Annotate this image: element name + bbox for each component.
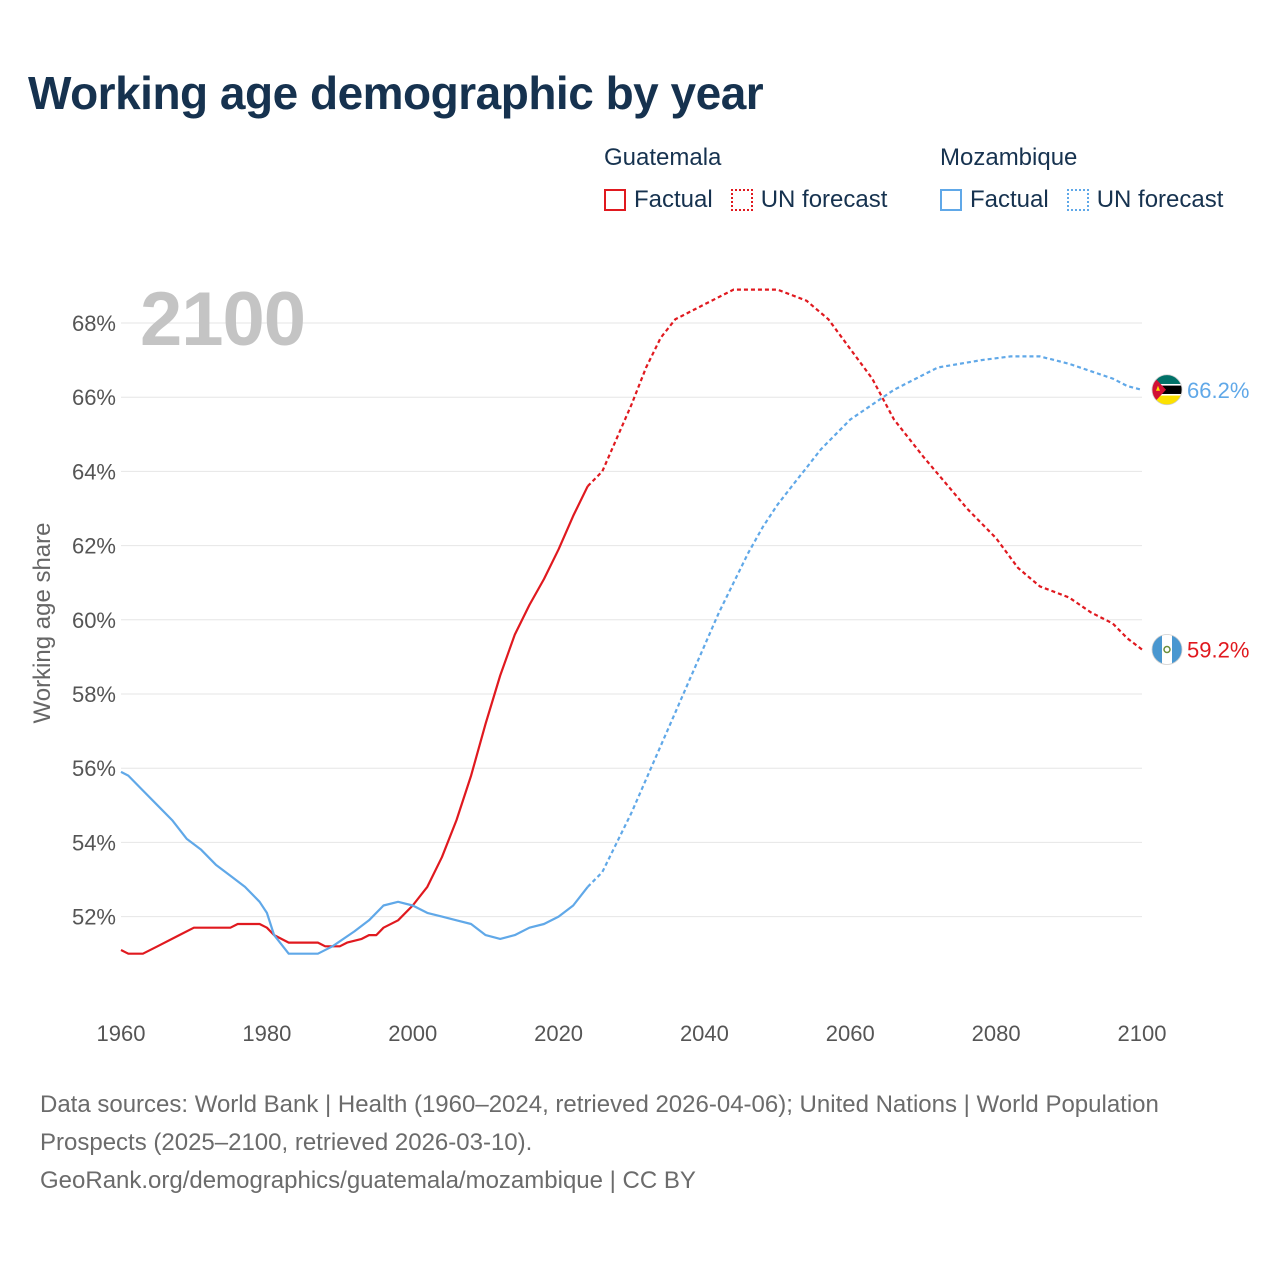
guatemala-forecast-line	[586, 288, 1143, 651]
x-tick-label: 2020	[534, 1021, 583, 1046]
end-labels: 59.2% 66.2%	[1187, 378, 1249, 663]
series-lines	[120, 288, 1143, 955]
footer-sources: Data sources: World Bank | Health (1960–…	[40, 1086, 1200, 1200]
legend-swatch-dotted	[730, 189, 753, 211]
legend-guatemala-forecast-label: UN forecast	[760, 186, 888, 213]
y-tick-label: 54%	[72, 830, 116, 855]
legend-guatemala-factual-label: Factual	[634, 186, 713, 213]
legend-mozambique-forecast[interactable]: UN forecast	[1066, 186, 1224, 214]
x-axis-ticks: 1960 1980 2000 2020 2040 2060 2080 2100	[97, 1021, 1167, 1046]
y-tick-label: 58%	[72, 682, 116, 707]
y-tick-label: 66%	[72, 385, 116, 410]
chart-title: Working age demographic by year	[28, 67, 764, 119]
legend-mozambique: Mozambique Factual UN forecast	[940, 144, 1223, 214]
x-tick-label: 1980	[242, 1021, 291, 1046]
x-tick-label: 2080	[972, 1021, 1021, 1046]
legend-guatemala-forecast[interactable]: UN forecast	[730, 186, 888, 214]
legend-mozambique-factual[interactable]: Factual	[940, 186, 1049, 214]
y-tick-label: 64%	[72, 459, 116, 484]
legend-mozambique-factual-label: Factual	[970, 186, 1049, 213]
guatemala-flag-icon	[1151, 634, 1183, 665]
legend-mozambique-name: Mozambique	[940, 144, 1078, 171]
y-tick-label: 52%	[72, 905, 116, 930]
mozambique-factual-line	[120, 770, 589, 955]
year-watermark: 2100	[140, 277, 306, 362]
y-axis-ticks: 52% 54% 56% 58% 60% 62% 64% 66% 68%	[72, 311, 116, 930]
legend-guatemala-name: Guatemala	[604, 144, 722, 171]
y-axis-title: Working age share	[29, 523, 56, 724]
x-tick-label: 1960	[97, 1021, 146, 1046]
legend-guatemala-factual[interactable]: Factual	[604, 186, 713, 214]
guatemala-factual-line	[120, 485, 589, 955]
gridlines	[121, 322, 1142, 918]
guatemala-end-value-label: 59.2%	[1187, 637, 1249, 662]
legend-mozambique-forecast-label: UN forecast	[1096, 186, 1224, 213]
x-tick-label: 2060	[826, 1021, 875, 1046]
x-tick-label: 2000	[388, 1021, 437, 1046]
y-tick-label: 56%	[72, 756, 116, 781]
y-tick-label: 60%	[72, 608, 116, 633]
footer-source-text: Data sources: World Bank | Health (1960–…	[40, 1091, 1159, 1156]
legend-guatemala: Guatemala Factual UN forecast	[604, 144, 905, 214]
y-tick-label: 68%	[72, 311, 116, 336]
legend-swatch-dotted	[1066, 189, 1089, 211]
mozambique-forecast-line	[586, 355, 1143, 888]
mozambique-end-value-label: 66.2%	[1187, 378, 1249, 403]
x-tick-label: 2040	[680, 1021, 729, 1046]
end-flags	[1151, 374, 1183, 665]
x-tick-label: 2100	[1118, 1021, 1167, 1046]
legend-swatch-solid	[940, 189, 962, 211]
legend-swatch-solid	[604, 189, 626, 211]
y-tick-label: 62%	[72, 534, 116, 559]
footer-url-text[interactable]: GeoRank.org/demographics/guatemala/mozam…	[40, 1167, 696, 1194]
mozambique-flag-icon	[1151, 374, 1183, 406]
